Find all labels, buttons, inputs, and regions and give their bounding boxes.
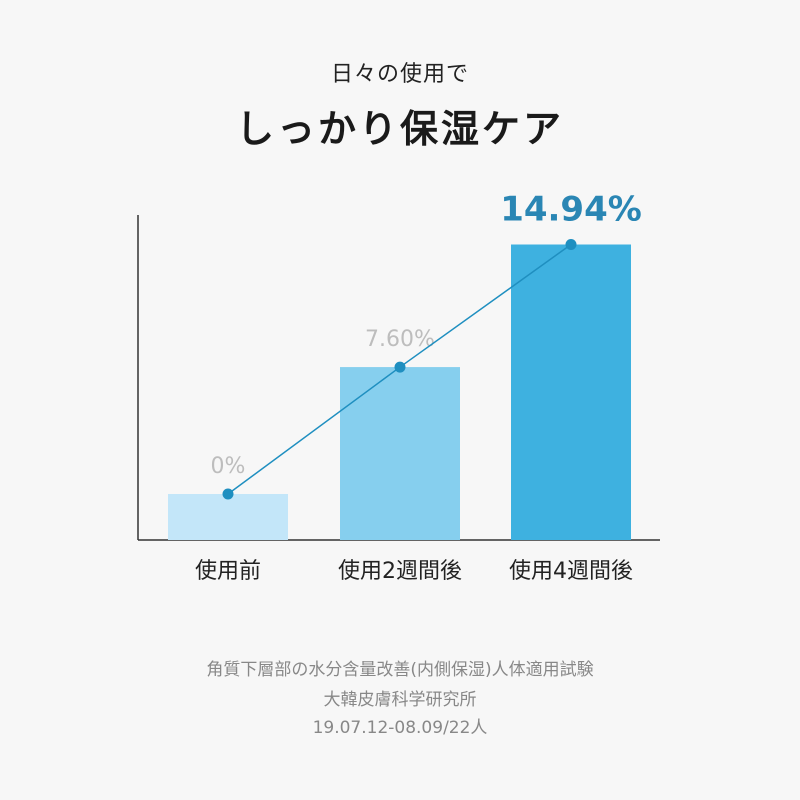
x-tick-label-3: 使用4週間後: [509, 559, 633, 584]
trend-point-2: [394, 361, 406, 373]
bar-3: [511, 244, 631, 540]
data-label-1: 0%: [211, 454, 246, 479]
x-tick-label-1: 使用前: [195, 559, 261, 584]
page-title: しっかり保湿ケア: [235, 107, 564, 151]
trend-point-1: [222, 488, 234, 500]
bar-1: [168, 494, 288, 540]
footnote-institute: 大韓皮膚科学研究所: [323, 690, 477, 710]
bar-2: [340, 367, 460, 540]
footnote-test-name: 角質下層部の水分含量改善(内側保湿)人体適用試験: [206, 660, 594, 680]
x-tick-label-2: 使用2週間後: [338, 559, 462, 584]
trend-point-3: [565, 239, 577, 251]
footnote-period: 19.07.12-08.09/22人: [312, 718, 488, 738]
moisture-bar-chart: 0% 使用前 7.60% 使用2週間後 14.94% 使用4週間後: [137, 190, 660, 584]
data-label-2: 7.60%: [365, 327, 435, 352]
page-subtitle: 日々の使用で: [330, 62, 469, 87]
data-label-3: 14.94%: [500, 190, 642, 230]
